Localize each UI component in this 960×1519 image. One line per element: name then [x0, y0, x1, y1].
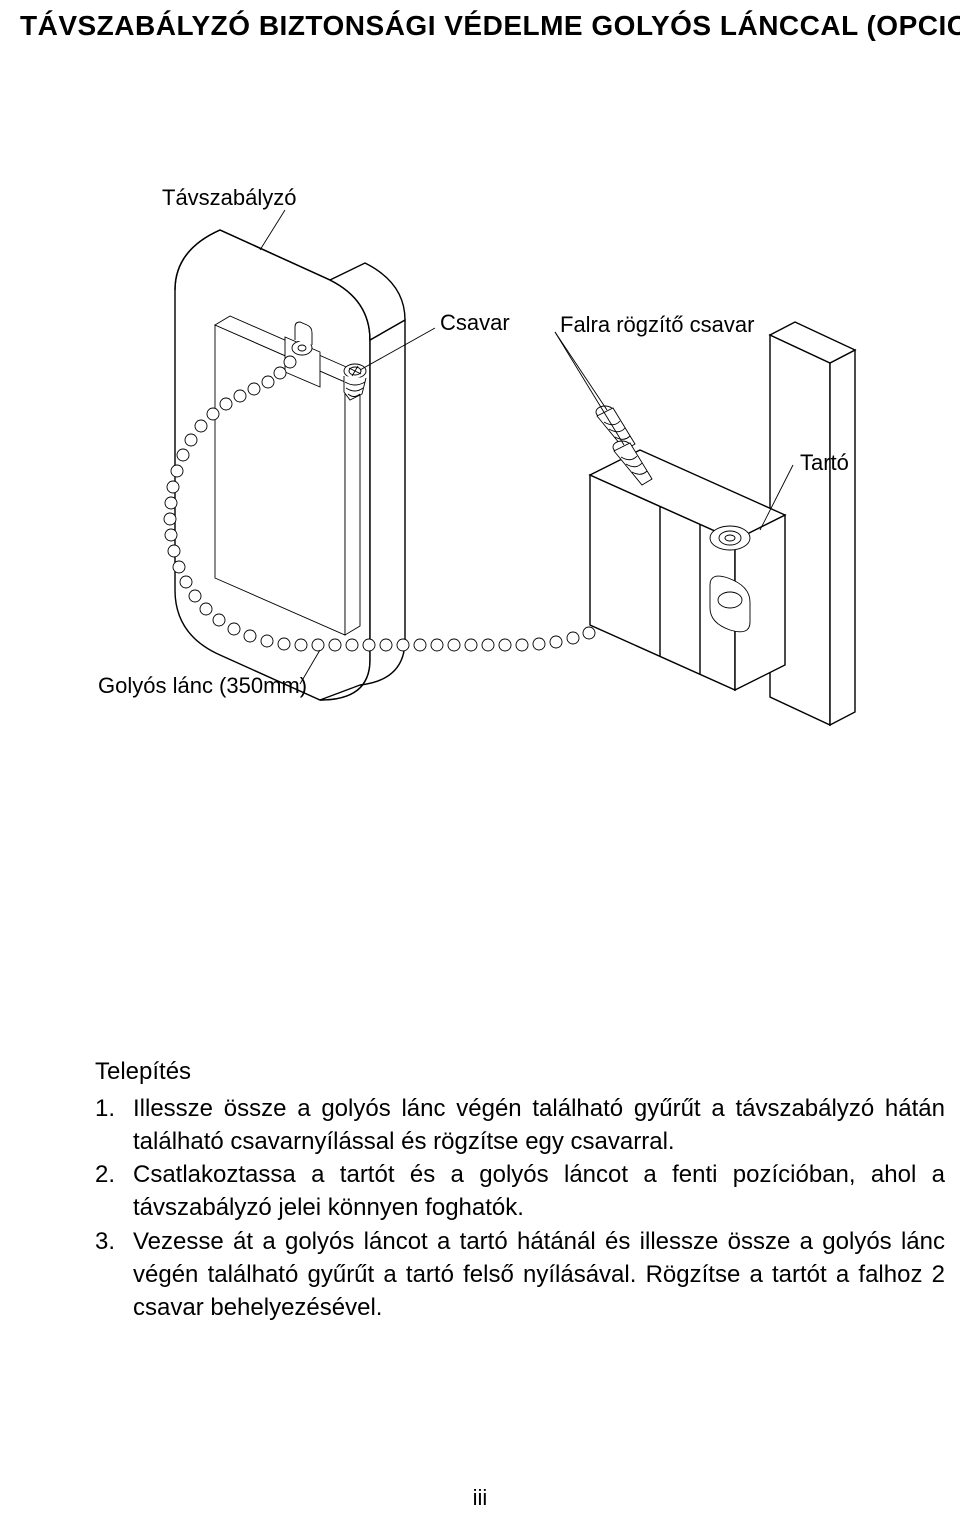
instructions-heading: Telepítés	[95, 1055, 945, 1088]
label-holder: Tartó	[800, 450, 849, 476]
label-screw: Csavar	[440, 310, 510, 336]
page: TÁVSZABÁLYZÓ BIZTONSÁGI VÉDELME GOLYÓS L…	[0, 0, 960, 1519]
instruction-item: 1. Illessze össze a golyós lánc végén ta…	[95, 1092, 945, 1158]
instruction-text: Csatlakoztassa a tartót és a golyós lánc…	[133, 1161, 945, 1221]
label-wall-screw: Falra rögzítő csavar	[560, 312, 754, 338]
instruction-item: 2. Csatlakoztassa a tartót és a golyós l…	[95, 1158, 945, 1224]
instructions-list: 1. Illessze össze a golyós lánc végén ta…	[95, 1092, 945, 1324]
diagram-svg	[0, 80, 960, 880]
page-title: TÁVSZABÁLYZÓ BIZTONSÁGI VÉDELME GOLYÓS L…	[20, 10, 960, 42]
label-remote: Távszabályzó	[162, 185, 297, 211]
instruction-item: 3. Vezesse át a golyós láncot a tartó há…	[95, 1225, 945, 1324]
page-number: iii	[0, 1485, 960, 1511]
instruction-number: 2.	[95, 1158, 115, 1191]
label-ball-chain: Golyós lánc (350mm)	[98, 673, 307, 699]
instruction-number: 3.	[95, 1225, 115, 1258]
instruction-text: Illessze össze a golyós lánc végén talál…	[133, 1095, 945, 1155]
diagram: Távszabályzó Csavar Falra rögzítő csavar…	[0, 80, 960, 880]
instruction-number: 1.	[95, 1092, 115, 1125]
instructions-block: Telepítés 1. Illessze össze a golyós lán…	[95, 1055, 945, 1324]
instruction-text: Vezesse át a golyós láncot a tartó hátán…	[133, 1228, 945, 1321]
